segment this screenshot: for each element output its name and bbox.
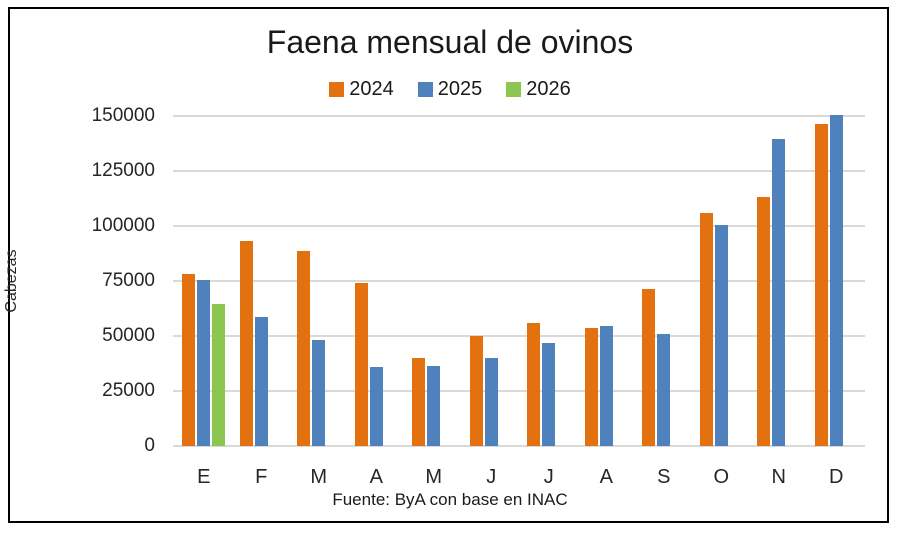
y-axis-tick-label: 150000 xyxy=(91,105,155,126)
x-axis-label: J xyxy=(543,466,554,488)
legend-label: 2026 xyxy=(526,78,571,100)
x-axis-label: M xyxy=(425,466,443,488)
x-axis-label: S xyxy=(657,466,671,488)
bar-2025-m04 xyxy=(369,366,383,446)
gridline xyxy=(173,445,865,447)
source-note: Fuente: ByA con base en INAC xyxy=(332,490,568,509)
chart-frame xyxy=(8,7,889,523)
bar-2026-m01 xyxy=(212,304,226,446)
bar-2025-m06 xyxy=(484,358,498,446)
bar-2024-m09 xyxy=(642,288,656,446)
gridline xyxy=(173,225,865,227)
bar-2024-m08 xyxy=(584,328,598,446)
x-axis-label: F xyxy=(255,466,268,488)
chart-title: Faena mensual de ovinos xyxy=(266,24,634,60)
chart-legend: 2024 2025 2026 xyxy=(0,78,900,101)
bar-2024-m02 xyxy=(239,241,253,446)
bar-2025-m02 xyxy=(254,317,268,446)
bar-2025-m08 xyxy=(599,326,613,446)
y-axis-tick-label: 50000 xyxy=(102,325,155,346)
bar-2025-m10 xyxy=(714,224,728,446)
bar-2025-m09 xyxy=(657,333,671,446)
y-axis-tick-label: 100000 xyxy=(91,215,155,236)
x-axis-label: J xyxy=(486,466,497,488)
gridline xyxy=(173,335,865,337)
x-axis-label: O xyxy=(713,466,730,488)
y-axis-tick-label: 75000 xyxy=(102,270,155,291)
gridline xyxy=(173,170,865,172)
bar-2024-m10 xyxy=(699,212,713,446)
bar-2025-m05 xyxy=(427,365,441,446)
y-axis-tick-label: 125000 xyxy=(91,160,155,181)
x-axis-label: E xyxy=(197,466,211,488)
bar-2024-m01 xyxy=(182,274,196,446)
bar-2024-m03 xyxy=(297,251,311,446)
legend-swatch-2024 xyxy=(329,82,345,97)
legend-item-2024: 2024 xyxy=(329,78,394,101)
x-axis-label: A xyxy=(369,466,383,488)
x-axis-label: N xyxy=(771,466,786,488)
legend-swatch-2025 xyxy=(417,82,433,97)
gridline xyxy=(173,390,865,392)
x-axis-label: A xyxy=(599,466,613,488)
bar-2024-m04 xyxy=(354,283,368,446)
y-axis-tick-label: 25000 xyxy=(102,380,155,401)
bar-2024-m07 xyxy=(527,322,541,446)
bar-2025-m01 xyxy=(197,279,211,446)
bar-2024-m11 xyxy=(757,197,771,446)
bar-2025-m03 xyxy=(312,340,326,446)
bar-2025-m11 xyxy=(772,139,786,446)
gridline xyxy=(173,115,865,117)
bar-2024-m06 xyxy=(469,336,483,446)
y-axis-tick-label: 0 xyxy=(144,435,155,456)
legend-swatch-2026 xyxy=(506,82,522,97)
bar-2025-m07 xyxy=(542,342,556,446)
y-axis-label: Cabezas xyxy=(3,249,20,313)
legend-item-2026: 2026 xyxy=(506,78,571,101)
x-axis-label: M xyxy=(310,466,328,488)
x-axis-label: D xyxy=(829,466,844,488)
legend-label: 2025 xyxy=(437,78,483,100)
legend-item-2025: 2025 xyxy=(417,78,483,101)
bar-2024-m05 xyxy=(412,358,426,446)
bar-2024-m12 xyxy=(814,123,828,446)
gridline xyxy=(173,280,865,282)
legend-label: 2024 xyxy=(349,78,394,100)
bar-2025-m12 xyxy=(829,114,843,446)
